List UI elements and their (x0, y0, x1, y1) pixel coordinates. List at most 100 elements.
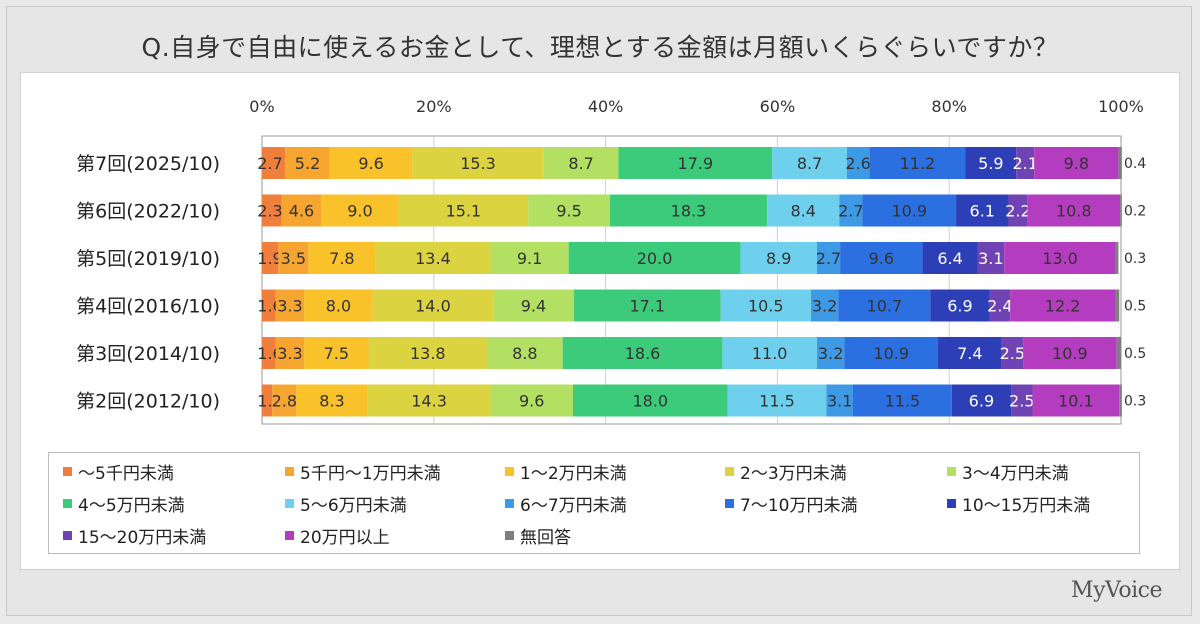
bar-segment (262, 289, 276, 322)
brand-logo: MyVoice (1071, 578, 1162, 603)
bar-segment (281, 194, 322, 227)
data-label: 9.5 (556, 202, 581, 221)
data-label: 14.3 (411, 392, 447, 411)
legend-item: 3～4万円未満 (947, 459, 1069, 484)
legend-item: 20万円以上 (285, 523, 390, 548)
legend-item: ～5千円未満 (63, 459, 174, 484)
legend-label: 7～10万円未満 (740, 496, 858, 516)
data-label: 5.2 (295, 154, 320, 173)
data-label: 2.6 (845, 154, 870, 173)
legend-item: 10～15万円未満 (947, 491, 1090, 516)
data-label: 0.2 (1124, 204, 1146, 220)
legend-swatch (505, 467, 514, 476)
x-tick-label: 100% (1098, 97, 1144, 116)
data-label: 9.4 (521, 297, 546, 316)
legend-swatch (63, 531, 72, 540)
legend-label: 10～15万円未満 (962, 496, 1091, 516)
bar-segment (262, 194, 282, 227)
bar-segment (372, 289, 494, 322)
data-label: 4.6 (289, 202, 314, 221)
bar-segment (304, 289, 373, 322)
legend-item: 7～10万円未満 (725, 491, 857, 516)
data-label: 3.1 (978, 249, 1003, 268)
bar-segment (1023, 337, 1117, 369)
bar-segment (398, 194, 529, 227)
bar-segment (304, 337, 369, 369)
data-label: 2.7 (257, 154, 282, 173)
legend-item: 無回答 (505, 523, 571, 548)
data-label: 8.8 (512, 344, 537, 363)
bar-segment (965, 147, 1017, 179)
legend-swatch (285, 467, 294, 476)
legend-swatch (285, 499, 294, 508)
bar-segment (562, 337, 723, 369)
data-label: 3.3 (277, 297, 302, 316)
legend-swatch (947, 499, 956, 508)
legend-swatch (505, 499, 514, 508)
bar-segment (1119, 384, 1122, 417)
data-label: 2.5 (1000, 344, 1025, 363)
data-label: 2.1 (1012, 154, 1037, 173)
bar-segment (493, 289, 574, 322)
bar-segment (272, 384, 297, 417)
chart-title: Q.自身で自由に使えるお金として、理想とする金額は月額いくらぐらいですか？ (141, 33, 1059, 62)
data-label: 9.8 (1064, 154, 1089, 173)
bar-segment (839, 194, 863, 227)
x-tick-label: 80% (931, 97, 967, 116)
data-label: 8.3 (319, 392, 344, 411)
legend-swatch (63, 499, 72, 508)
data-label: 0.3 (1124, 394, 1146, 410)
data-label: 6.4 (937, 249, 962, 268)
data-label: 9.6 (869, 249, 894, 268)
bar-segment (816, 242, 841, 274)
bar-segment (618, 147, 773, 179)
category-label: 第7回(2025/10) (76, 153, 220, 175)
legend-item: 4～5万円未満 (63, 491, 185, 516)
bar-segment (285, 147, 330, 179)
bar-segment (573, 289, 721, 322)
bar-segment (321, 194, 399, 227)
data-label: 18.6 (625, 344, 661, 363)
legend-item: 2～3万円未満 (725, 459, 847, 484)
bar-segment (1016, 147, 1035, 179)
bar-segment (278, 242, 309, 274)
bar-segment (727, 384, 827, 417)
data-label: 10.7 (867, 297, 903, 316)
bar-segment (375, 242, 491, 274)
data-label: 17.9 (678, 154, 714, 173)
legend-swatch (725, 467, 734, 476)
bar-segment (1116, 337, 1121, 369)
bar-segment (772, 147, 847, 179)
legend-swatch (505, 531, 514, 540)
legend-item: 5千円～1万円未満 (285, 459, 441, 484)
data-label: 11.2 (900, 154, 936, 173)
data-label: 14.0 (415, 297, 451, 316)
data-label: 8.4 (790, 202, 815, 221)
data-label: 6.9 (969, 392, 994, 411)
data-label: 9.1 (517, 249, 542, 268)
data-label: 0.5 (1124, 299, 1146, 315)
data-label: 6.1 (970, 202, 995, 221)
data-label: 0.4 (1124, 156, 1146, 172)
data-label: 9.0 (347, 202, 372, 221)
data-label: 2.8 (272, 392, 297, 411)
data-label: 3.2 (812, 297, 837, 316)
data-label: 0.3 (1124, 251, 1146, 267)
legend-label: 6～7万円未満 (520, 496, 627, 516)
data-label: 11.5 (759, 392, 795, 411)
bar-segment (1114, 289, 1120, 322)
category-label: 第4回(2016/10) (76, 296, 220, 318)
bar-segment (740, 242, 817, 274)
plot-area (261, 135, 1122, 425)
data-label: 2.5 (1009, 392, 1034, 411)
bar-segment (262, 337, 276, 369)
data-label: 3.2 (818, 344, 843, 363)
bar-segment (572, 384, 728, 417)
bar-segment (1010, 289, 1115, 322)
legend-label: 無回答 (520, 528, 571, 548)
data-label: 12.2 (1045, 297, 1081, 316)
legend-swatch (63, 467, 72, 476)
bar-segment (1120, 194, 1122, 227)
bar-segment (826, 384, 853, 417)
data-label: 8.0 (326, 297, 351, 316)
